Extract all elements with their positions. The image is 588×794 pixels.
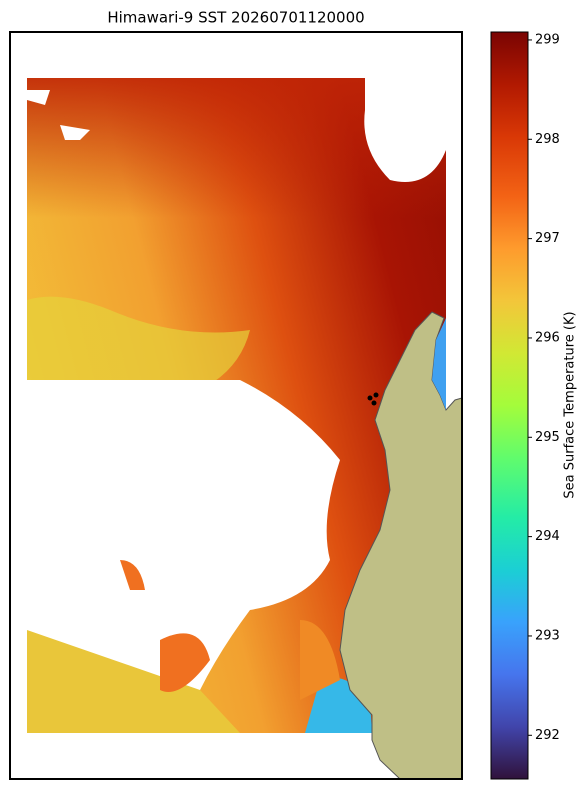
colorbar-label: Sea Surface Temperature (K)	[563, 311, 578, 498]
tick-label: 293	[535, 628, 560, 643]
tick-label: 292	[535, 728, 560, 743]
tick-label: 295	[535, 430, 560, 445]
tick-label: 294	[535, 529, 560, 544]
tick-label: 297	[535, 231, 560, 246]
colorbar	[490, 31, 529, 780]
map-title: Himawari-9 SST 20260701120000	[107, 9, 364, 27]
map-frame	[9, 31, 463, 780]
colorbar-ticks: 292 293 294 295 296 297 298 299	[528, 32, 560, 743]
map	[10, 32, 462, 779]
tick-label: 296	[535, 330, 560, 345]
cloud	[27, 380, 340, 690]
tick-label: 298	[535, 132, 560, 147]
tick-label: 299	[535, 32, 560, 47]
